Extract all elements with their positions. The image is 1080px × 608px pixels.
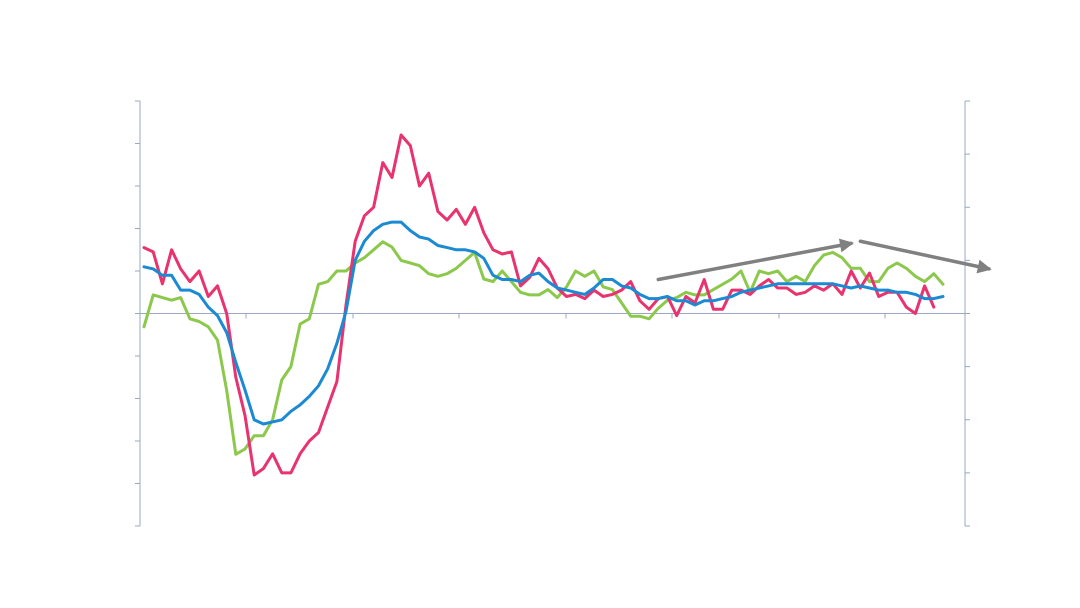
series-line-blue	[142, 220, 945, 426]
series-line-green	[142, 240, 945, 456]
series-line-pink	[142, 133, 936, 477]
annotation-layer	[656, 238, 992, 282]
series-layer	[142, 133, 945, 477]
trend-arrow-2	[858, 239, 992, 274]
trend-arrow-1	[656, 238, 854, 282]
axes-layer	[135, 100, 970, 527]
